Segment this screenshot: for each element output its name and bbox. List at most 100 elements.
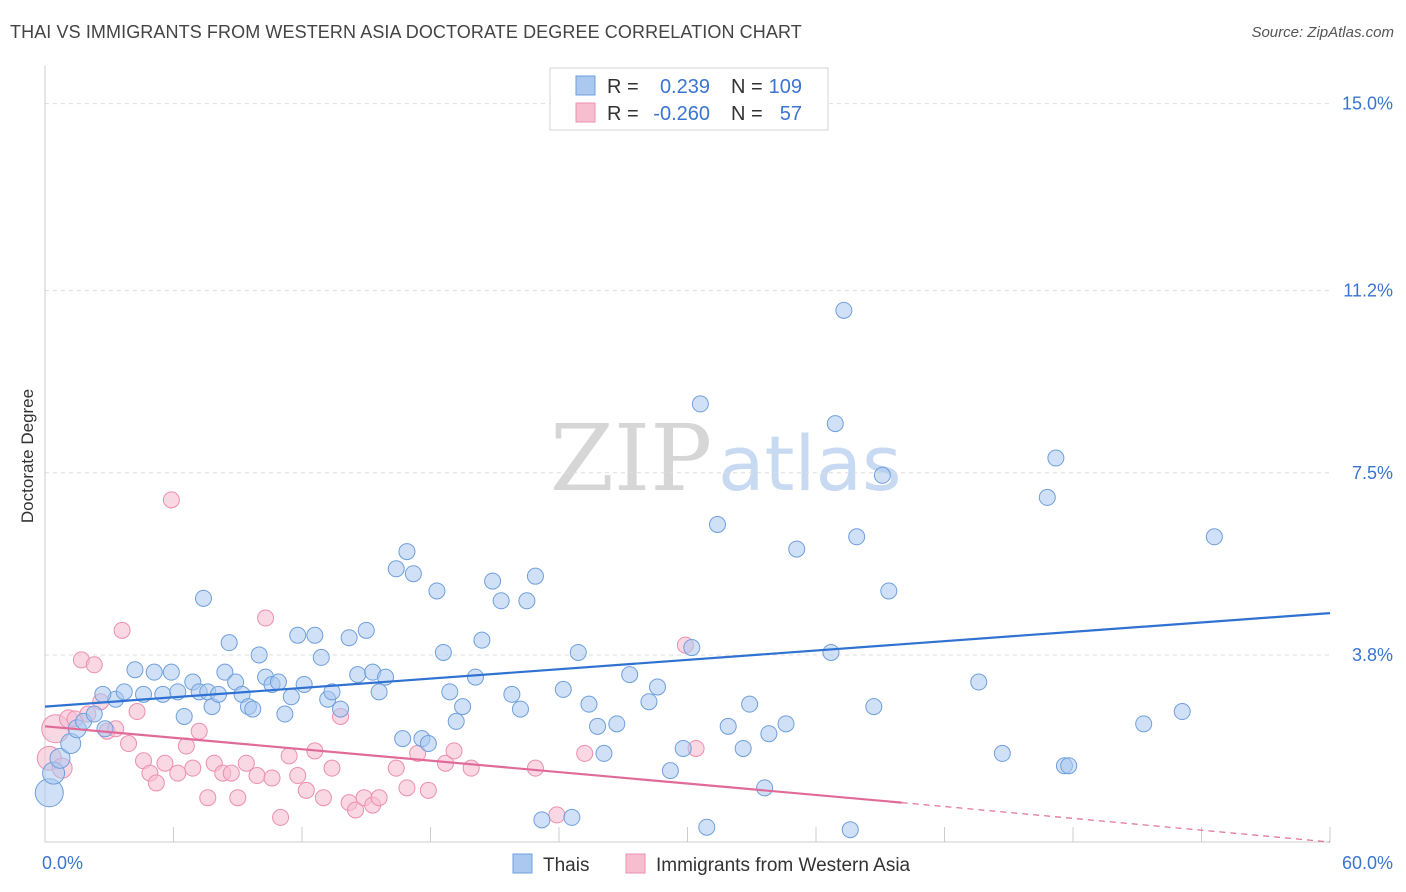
western-asia-trend-extension — [901, 802, 1331, 843]
thais-point-37 — [295, 675, 313, 693]
legend-n-label-1: N = — [731, 76, 763, 98]
tick-labels: 3.8% 7.5% 11.2% 15.0% 0.0% 60.0% — [42, 94, 1393, 873]
thais-point-77 — [640, 693, 658, 711]
western-asia-point-21 — [184, 759, 202, 777]
thais-point-38 — [306, 626, 324, 644]
bottom-legend-label-western-asia: Immigrants from Western Asia — [656, 855, 911, 876]
thais-point-56 — [434, 643, 452, 661]
western-asia-point-51 — [462, 759, 480, 777]
y-tick-label-0: 3.8% — [1352, 645, 1393, 665]
watermark-zip: ZIP — [550, 405, 712, 512]
thais-point-6 — [85, 705, 103, 723]
western-asia-point-37 — [314, 789, 332, 807]
western-asia-point-41 — [347, 801, 365, 819]
trend-lines — [44, 612, 1331, 843]
western-asia-point-13 — [128, 703, 146, 721]
watermark-atlas: atlas — [718, 419, 902, 508]
western-asia-point-23 — [199, 789, 217, 807]
thais-point-15 — [162, 663, 180, 681]
western-asia-point-7 — [85, 656, 103, 674]
thais-point-62 — [484, 572, 502, 590]
thais-point-65 — [511, 700, 529, 718]
thais-point-63 — [492, 592, 510, 610]
series-legend: Thais Immigrants from Western Asia — [512, 853, 911, 876]
thais-point-67 — [526, 567, 544, 585]
legend-r-label-2: R = — [607, 103, 639, 125]
thais-point-79 — [661, 762, 679, 780]
legend-r-value-2: -0.260 — [653, 103, 710, 125]
thais-point-78 — [649, 678, 667, 696]
legend-n-label-2: N = — [731, 103, 763, 125]
thais-point-55 — [428, 582, 446, 600]
bottom-legend-swatch-thais — [512, 853, 533, 874]
thais-point-94 — [835, 301, 853, 319]
stats-legend: R = 0.239 N = 109 R = -0.260 N = 57 — [549, 67, 829, 131]
thais-point-73 — [589, 717, 607, 735]
thais-point-35 — [282, 688, 300, 706]
thais-point-103 — [1047, 449, 1065, 467]
thais-point-106 — [1135, 715, 1153, 733]
thais-point-41 — [323, 683, 341, 701]
western-asia-point-46 — [398, 779, 416, 797]
western-asia-point-18 — [162, 491, 180, 509]
thais-point-47 — [370, 683, 388, 701]
thais-point-75 — [608, 715, 626, 733]
western-asia-point-38 — [323, 759, 341, 777]
western-asia-point-52 — [526, 759, 544, 777]
thais-point-10 — [115, 683, 133, 701]
thais-point-64 — [503, 685, 521, 703]
thais-point-70 — [563, 808, 581, 826]
thais-point-68 — [533, 811, 551, 829]
western-asia-point-48 — [419, 781, 437, 799]
thais-point-34 — [276, 705, 294, 723]
thais-trend-line — [44, 612, 1331, 708]
thais-point-57 — [441, 683, 459, 701]
legend-n-value-2: 57 — [780, 103, 802, 125]
thais-point-33 — [269, 673, 287, 691]
western-asia-point-31 — [263, 769, 281, 787]
thais-point-39 — [312, 648, 330, 666]
thais-point-42 — [332, 700, 350, 718]
thais-point-87 — [741, 695, 759, 713]
thais-point-51 — [398, 543, 416, 561]
western-asia-point-12 — [120, 735, 138, 753]
legend-r-value-1: 0.239 — [660, 76, 710, 98]
thais-point-69 — [554, 680, 572, 698]
western-asia-point-54 — [576, 744, 594, 762]
thais-point-60 — [466, 668, 484, 686]
thais-point-66 — [518, 592, 536, 610]
western-asia-point-27 — [229, 789, 247, 807]
thais-point-76 — [621, 666, 639, 684]
thais-point-7 — [96, 720, 114, 738]
thais-point-54 — [419, 735, 437, 753]
thais-point-29 — [244, 700, 262, 718]
western-asia-point-22 — [190, 722, 208, 740]
western-asia-point-35 — [297, 781, 315, 799]
y-tick-label-3: 15.0% — [1342, 94, 1393, 114]
thais-point-59 — [454, 698, 472, 716]
x-tick-label-start: 0.0% — [42, 853, 83, 873]
thais-point-99 — [880, 582, 898, 600]
thais-point-74 — [595, 744, 613, 762]
thais-point-17 — [175, 707, 193, 725]
thais-point-105 — [1060, 757, 1078, 775]
thais-point-83 — [698, 818, 716, 836]
western-asia-point-33 — [280, 747, 298, 765]
western-asia-point-26 — [222, 764, 240, 782]
thais-point-101 — [993, 744, 1011, 762]
western-asia-trend-line — [44, 725, 902, 804]
thais-point-13 — [145, 663, 163, 681]
thais-point-45 — [357, 621, 375, 639]
western-asia-point-28 — [237, 754, 255, 772]
western-asia-point-29 — [248, 767, 266, 785]
thais-point-52 — [404, 565, 422, 583]
thais-point-97 — [865, 698, 883, 716]
thais-point-91 — [788, 540, 806, 558]
thais-point-71 — [569, 643, 587, 661]
western-asia-point-17 — [156, 754, 174, 772]
thais-point-9 — [94, 685, 112, 703]
thais-point-89 — [760, 725, 778, 743]
thais-point-20 — [194, 589, 212, 607]
thais-point-107 — [1173, 703, 1191, 721]
